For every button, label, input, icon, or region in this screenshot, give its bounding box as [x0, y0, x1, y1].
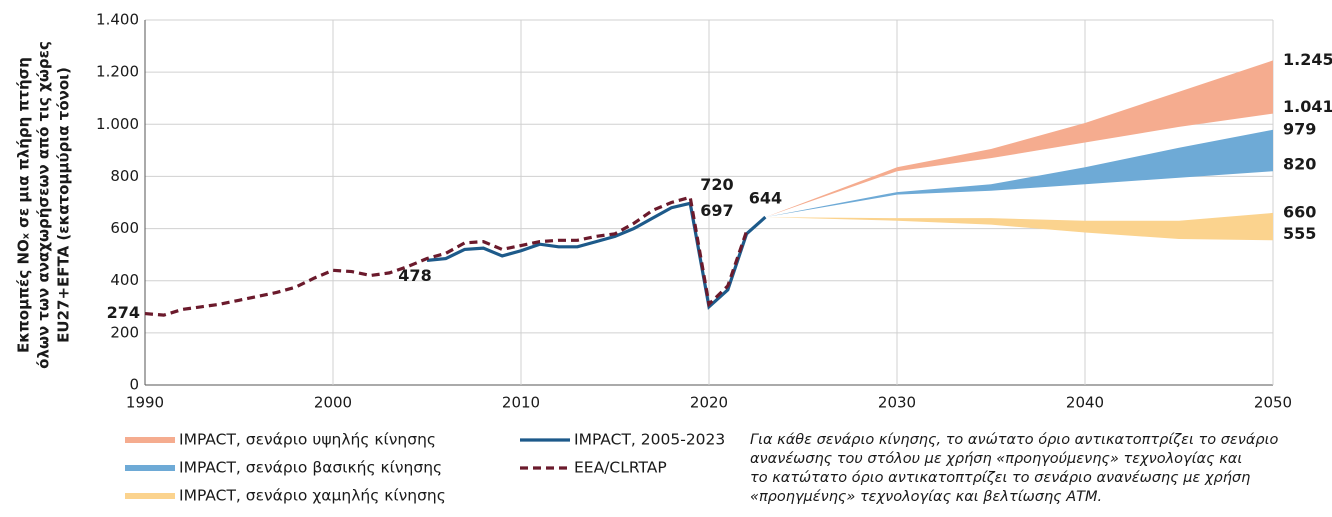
band-area — [765, 60, 1273, 218]
note: «προηγμένης» τεχνολογίας και βελτίωσης Α… — [750, 489, 1102, 505]
y-label-line: Εκπομπές NOₓ σε μια πλήρη πτήση — [15, 57, 33, 353]
x-tick-label: 2040 — [1066, 394, 1104, 412]
x-tick-label: 1990 — [126, 394, 164, 412]
note: Για κάθε σενάριο κίνησης, το ανώτατο όρι… — [750, 432, 1278, 448]
legend-label: IMPACT, σενάριο υψηλής κίνησης — [179, 431, 436, 449]
y-tick-label: 600 — [110, 219, 139, 237]
legend-swatch — [125, 465, 175, 471]
data-label: 720 — [700, 175, 733, 194]
data-label: 644 — [749, 189, 782, 208]
legend-swatch — [125, 493, 175, 499]
line — [144, 195, 749, 317]
line — [426, 201, 767, 310]
data-label: 660 — [1283, 202, 1316, 221]
y-tick-label: 1.400 — [96, 11, 139, 29]
y-tick-label: 200 — [110, 323, 139, 341]
x-tick-label: 2050 — [1254, 394, 1292, 412]
data-label: 274 — [107, 303, 140, 322]
data-label: 979 — [1283, 119, 1316, 138]
y-label-line: όλων των αναχωρήσεων από τις χώρες — [35, 41, 53, 369]
legend-label: IMPACT, 2005-2023 — [574, 431, 725, 449]
x-tick-label: 2030 — [878, 394, 916, 412]
data-label: 478 — [398, 266, 431, 285]
y-tick-label: 400 — [110, 271, 139, 289]
y-tick-label: 1.000 — [96, 115, 139, 133]
note: το κατώτατο όριο αντικατοπτρίζει το σενά… — [750, 470, 1250, 486]
band-area — [765, 129, 1273, 218]
legend-label: IMPACT, σενάριο χαμηλής κίνησης — [179, 487, 446, 505]
data-label: 1.041 — [1283, 97, 1332, 116]
legend-label: IMPACT, σενάριο βασικής κίνησης — [179, 459, 442, 477]
y-label-line: EU27+EFTA (εκατομμύρια τόνοι) — [55, 67, 73, 343]
legend-label: EEA/CLRTAP — [574, 459, 667, 477]
y-tick-label: 800 — [110, 167, 139, 185]
note: ανανέωσης του στόλου με χρήση «προηγούμε… — [750, 451, 1242, 467]
y-tick-label: 0 — [129, 376, 139, 394]
data-label: 555 — [1283, 224, 1316, 243]
data-label: 820 — [1283, 155, 1316, 174]
x-tick-label: 2010 — [502, 394, 540, 412]
band-area — [765, 212, 1273, 241]
data-label: 697 — [700, 201, 733, 220]
y-tick-label: 1.200 — [96, 63, 139, 81]
data-label: 1.245 — [1283, 50, 1332, 69]
y-axis-label: Εκπομπές NOₓ σε μια πλήρη πτήση όλων των… — [15, 41, 73, 369]
x-tick-label: 2020 — [690, 394, 728, 412]
x-tick-label: 2000 — [314, 394, 352, 412]
legend-swatch — [125, 437, 175, 443]
